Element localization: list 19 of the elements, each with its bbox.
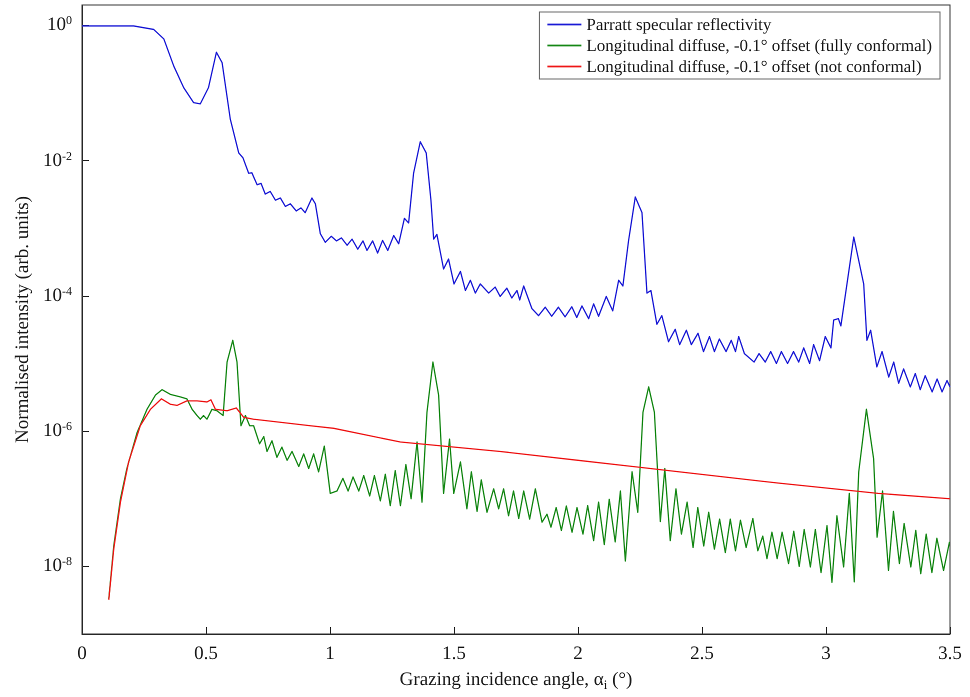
y-tick-label: 10$^{-4}$ — [43, 284, 72, 308]
x-tick-label: 1 — [325, 643, 335, 664]
x-tick-label: 2 — [573, 643, 583, 664]
legend-label: Longitudinal diffuse, -0.1° offset (fully conformal) — [586, 36, 932, 55]
line-series — [108, 340, 950, 600]
y-tick-label: 10$^{-8}$ — [43, 554, 72, 578]
x-tick-label: 3 — [821, 643, 831, 664]
legend-label: Parratt specular reflectivity — [586, 15, 772, 34]
x-tick-label: 3.5 — [938, 643, 962, 664]
y-tick-label: 10$^{-6}$ — [43, 419, 72, 444]
y-tick-label: 10$^{-2}$ — [43, 148, 72, 173]
x-tick-label: 1.5 — [442, 643, 466, 664]
x-tick-label: 0 — [77, 643, 87, 664]
x-tick-label: 0.5 — [194, 643, 218, 664]
y-tick-label: 10$^{0}$ — [47, 13, 72, 38]
x-tick-label: 2.5 — [690, 643, 714, 664]
legend-label: Longitudinal diffuse, -0.1° offset (not conformal) — [586, 57, 922, 76]
y-axis-title: Normalised intensity (arb. units) — [12, 196, 33, 443]
line-series — [108, 398, 951, 600]
